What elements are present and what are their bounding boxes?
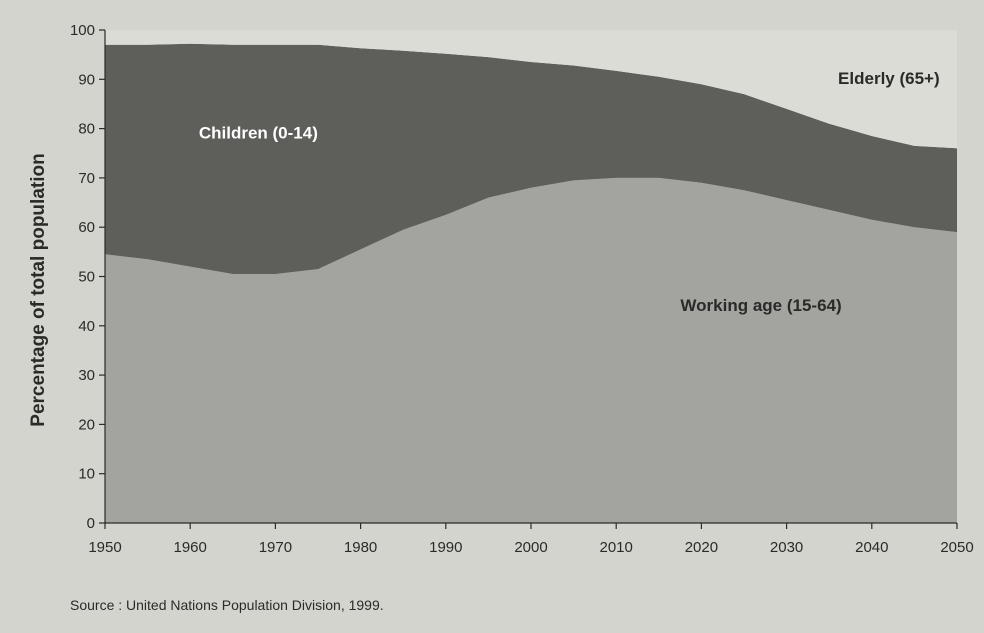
- x-tick-label: 2000: [514, 539, 547, 556]
- series-label-children-0-14: Children (0-14): [199, 123, 318, 142]
- y-tick-label: 100: [70, 22, 95, 39]
- x-tick-label: 1990: [429, 539, 462, 556]
- y-tick-label: 20: [78, 416, 95, 433]
- series-label-working-age-15-64: Working age (15-64): [680, 296, 841, 315]
- x-tick-label: 2010: [600, 539, 633, 556]
- y-tick-label: 10: [78, 466, 95, 483]
- y-axis-label: Percentage of total population: [28, 153, 49, 426]
- y-tick-label: 70: [78, 170, 95, 187]
- series-labels: Children (0-14) Working age (15-64) Elderl…: [199, 69, 940, 315]
- x-tick-label: 1950: [88, 539, 121, 556]
- x-tick-label: 1960: [174, 539, 207, 556]
- area-children-0-14: [105, 43, 957, 274]
- y-tick-label: 40: [78, 318, 95, 335]
- series-label-elderly-65: Elderly (65+): [838, 69, 940, 88]
- y-tick-label: 50: [78, 269, 95, 286]
- area-elderly-65: [105, 30, 957, 149]
- x-tick-label: 1980: [344, 539, 377, 556]
- y-tick-label: 80: [78, 121, 95, 138]
- x-tick-label: 2030: [770, 539, 803, 556]
- y-tick-label: 0: [87, 515, 95, 532]
- source-note: Source : United Nations Population Divis…: [70, 597, 384, 613]
- axes: [99, 29, 958, 529]
- area-working-age-15-64: [105, 177, 957, 523]
- x-tick-label: 2050: [940, 539, 973, 556]
- y-tick-label: 30: [78, 367, 95, 384]
- x-tick-label: 1970: [259, 539, 292, 556]
- y-tick-label: 90: [78, 71, 95, 88]
- x-tick-label: 2040: [855, 539, 888, 556]
- x-tick-label: 2020: [685, 539, 718, 556]
- area-layers: [105, 30, 957, 523]
- y-tick-label: 60: [78, 219, 95, 236]
